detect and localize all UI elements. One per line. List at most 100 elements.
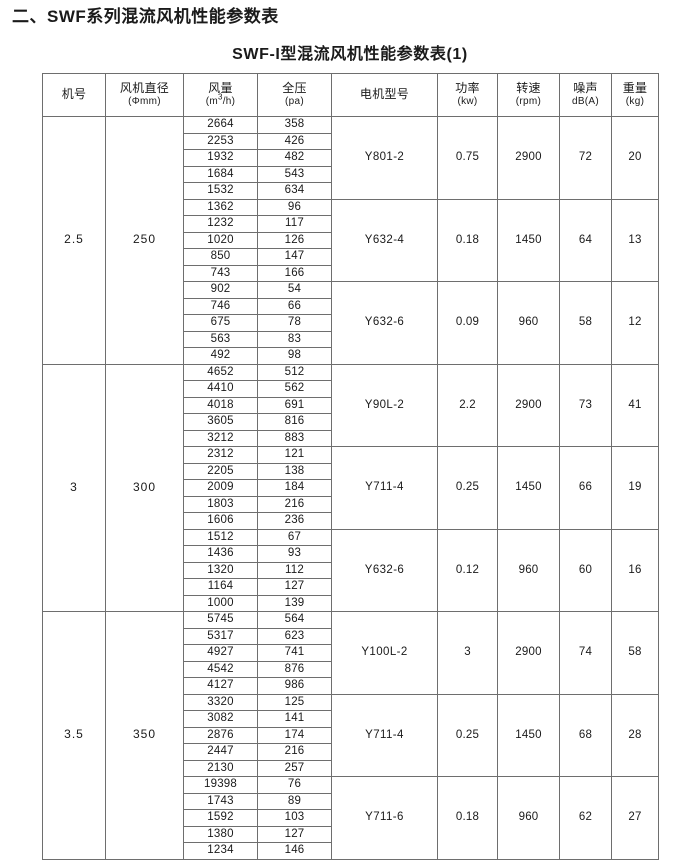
- table-row: 4927 741: [43, 644, 659, 662]
- cell-airflow: 1592: [183, 809, 258, 827]
- cell-airflow: 4927: [183, 644, 258, 662]
- cell-jihao: 3: [42, 363, 106, 612]
- cell-weight: 13: [611, 198, 659, 282]
- cell-airflow: 2253: [183, 132, 258, 150]
- column-header-speed: 转速 (rpm): [497, 73, 560, 117]
- column-header-unit: (Φmm): [128, 96, 161, 108]
- column-header-title: 风量: [208, 81, 233, 96]
- cell-pressure: 138: [257, 462, 332, 480]
- cell-pressure: 634: [257, 182, 332, 200]
- column-header-title: 机号: [61, 87, 87, 102]
- cell-jihao: 2.5: [42, 116, 106, 365]
- column-header-title: 重量: [622, 81, 648, 96]
- cell-airflow: 1436: [183, 545, 258, 563]
- cell-airflow: 5317: [183, 627, 258, 645]
- column-header-unit: (rpm): [515, 96, 542, 108]
- table-row: 19398 76 Y711-6 0.18 960 62 27: [43, 776, 659, 860]
- table-row: 4018 691: [43, 396, 659, 414]
- cell-airflow: 746: [183, 297, 258, 315]
- cell-pressure: 141: [257, 710, 332, 728]
- cell-pressure: 236: [257, 512, 332, 530]
- cell-motor-model: Y711-6: [331, 776, 438, 860]
- cell-motor-model: Y711-4: [331, 446, 438, 530]
- cell-speed: 2900: [497, 611, 560, 695]
- table-row: 2205 138: [43, 462, 659, 480]
- cell-airflow: 1362: [183, 198, 258, 216]
- cell-weight: 58: [611, 611, 659, 695]
- cell-noise: 68: [559, 693, 612, 777]
- table-row: 492 98: [43, 347, 659, 365]
- cell-noise: 60: [559, 528, 612, 612]
- cell-noise: 74: [559, 611, 612, 695]
- cell-pressure: 543: [257, 165, 332, 183]
- table-row: 1362 96 Y632-4 0.18 1450 64 13: [43, 198, 659, 282]
- cell-airflow: 4652: [183, 363, 258, 381]
- cell-pressure: 876: [257, 660, 332, 678]
- cell-noise: 72: [559, 116, 612, 200]
- cell-pressure: 67: [257, 528, 332, 546]
- cell-speed: 960: [497, 281, 560, 365]
- cell-airflow: 4410: [183, 380, 258, 398]
- table-row: 2312 121 Y711-4 0.25 1450 66 19: [43, 446, 659, 530]
- cell-weight: 41: [611, 363, 659, 447]
- cell-weight: 28: [611, 693, 659, 777]
- cell-pressure: 883: [257, 429, 332, 447]
- table-row: 4410 562: [43, 380, 659, 398]
- table-row: 1803 216: [43, 495, 659, 513]
- cell-motor-model: Y801-2: [331, 116, 438, 200]
- column-header-diameter: 风机直径 (Φmm): [105, 73, 184, 117]
- table-row: 2253 426: [43, 132, 659, 150]
- cell-power: 0.75: [437, 116, 498, 200]
- cell-airflow: 1684: [183, 165, 258, 183]
- cell-pressure: 125: [257, 693, 332, 711]
- cell-weight: 27: [611, 776, 659, 860]
- table-row: 743 166: [43, 264, 659, 282]
- cell-motor-model: Y632-4: [331, 198, 438, 282]
- table-row: 1000 139: [43, 594, 659, 612]
- cell-pressure: 146: [257, 842, 332, 860]
- cell-pressure: 562: [257, 380, 332, 398]
- column-header-title: 转速: [516, 81, 541, 96]
- cell-motor-model: Y90L-2: [331, 363, 438, 447]
- cell-speed: 1450: [497, 693, 560, 777]
- table-row: 4542 876: [43, 660, 659, 678]
- cell-airflow: 1532: [183, 182, 258, 200]
- section-heading: 二、SWF系列混流风机性能参数表: [12, 7, 279, 26]
- column-header-title: 全压: [282, 81, 307, 96]
- column-header-airflow: 风量 (m3/h): [183, 73, 258, 117]
- cell-pressure: 623: [257, 627, 332, 645]
- cell-power: 0.25: [437, 693, 498, 777]
- column-header-title: 功率: [455, 81, 480, 96]
- cell-airflow: 2664: [183, 116, 258, 134]
- table-row: 1592 103: [43, 809, 659, 827]
- cell-diameter: 250: [105, 116, 184, 365]
- cell-pressure: 121: [257, 446, 332, 464]
- cell-power: 0.09: [437, 281, 498, 365]
- table-row: 1512 67 Y632-6 0.12 960 60 16: [43, 528, 659, 612]
- column-header-noise: 噪声 dB(A): [559, 73, 612, 117]
- cell-pressure: 426: [257, 132, 332, 150]
- cell-airflow: 4127: [183, 677, 258, 695]
- cell-airflow: 2876: [183, 726, 258, 744]
- cell-pressure: 986: [257, 677, 332, 695]
- column-header-power: 功率 (kw): [437, 73, 498, 117]
- cell-speed: 960: [497, 528, 560, 612]
- cell-motor-model: Y711-4: [331, 693, 438, 777]
- cell-airflow: 2130: [183, 759, 258, 777]
- cell-pressure: 816: [257, 413, 332, 431]
- table-row: 1234 146: [43, 842, 659, 860]
- cell-noise: 66: [559, 446, 612, 530]
- table-row: 1164 127: [43, 578, 659, 596]
- table-row: 1743 89: [43, 792, 659, 810]
- column-header-title: 噪声: [573, 81, 598, 96]
- cell-airflow: 2205: [183, 462, 258, 480]
- cell-weight: 16: [611, 528, 659, 612]
- table-row: 563 83: [43, 330, 659, 348]
- cell-airflow: 1000: [183, 594, 258, 612]
- cell-pressure: 126: [257, 231, 332, 249]
- cell-pressure: 78: [257, 314, 332, 332]
- table-row: 1606 236: [43, 512, 659, 530]
- table-row: 1232 117: [43, 215, 659, 233]
- cell-speed: 960: [497, 776, 560, 860]
- column-header-unit: (kg): [625, 96, 645, 108]
